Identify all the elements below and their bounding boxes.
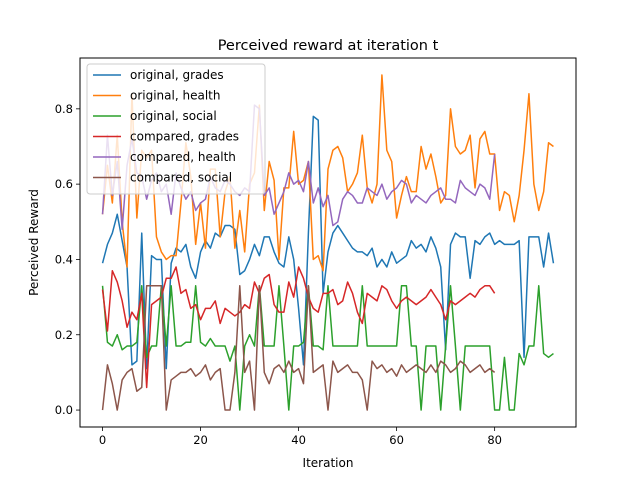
legend-frame bbox=[86, 63, 266, 195]
x-tick-label: 60 bbox=[389, 433, 404, 447]
x-tick-label: 40 bbox=[291, 433, 306, 447]
series-line-3 bbox=[101, 285, 554, 411]
series-line-4 bbox=[101, 266, 496, 389]
y-tick-label: 0.8 bbox=[55, 102, 73, 116]
series-line-1 bbox=[101, 115, 555, 370]
series-line-2 bbox=[101, 74, 554, 272]
legend: original, grades original, health original… bbox=[86, 63, 266, 195]
x-axis-label: Iteration bbox=[303, 456, 354, 470]
legend-label: compared, grades bbox=[130, 130, 239, 144]
y-tick-label: 0.0 bbox=[55, 403, 73, 417]
legend-label: compared, social bbox=[130, 171, 232, 185]
y-tick-label: 0.6 bbox=[55, 177, 73, 191]
chart-title: Perceived reward at iteration t bbox=[218, 38, 439, 54]
x-tick-label: 0 bbox=[99, 433, 106, 447]
y-tick-label: 0.4 bbox=[55, 252, 73, 266]
legend-label: original, social bbox=[130, 109, 217, 123]
legend-label: original, health bbox=[130, 89, 220, 103]
x-tick-label: 80 bbox=[487, 433, 502, 447]
legend-label: compared, health bbox=[130, 150, 236, 164]
y-axis-label: Perceived Reward bbox=[27, 189, 41, 296]
axis-ticks: 0 20 40 60 80 0.0 0.2 0.4 0.6 0.8 bbox=[55, 102, 502, 447]
x-tick-label: 20 bbox=[193, 433, 208, 447]
legend-label: original, grades bbox=[130, 68, 224, 82]
plot-frame bbox=[79, 57, 577, 428]
series-line-6 bbox=[101, 285, 496, 411]
y-tick-label: 0.2 bbox=[55, 328, 73, 342]
